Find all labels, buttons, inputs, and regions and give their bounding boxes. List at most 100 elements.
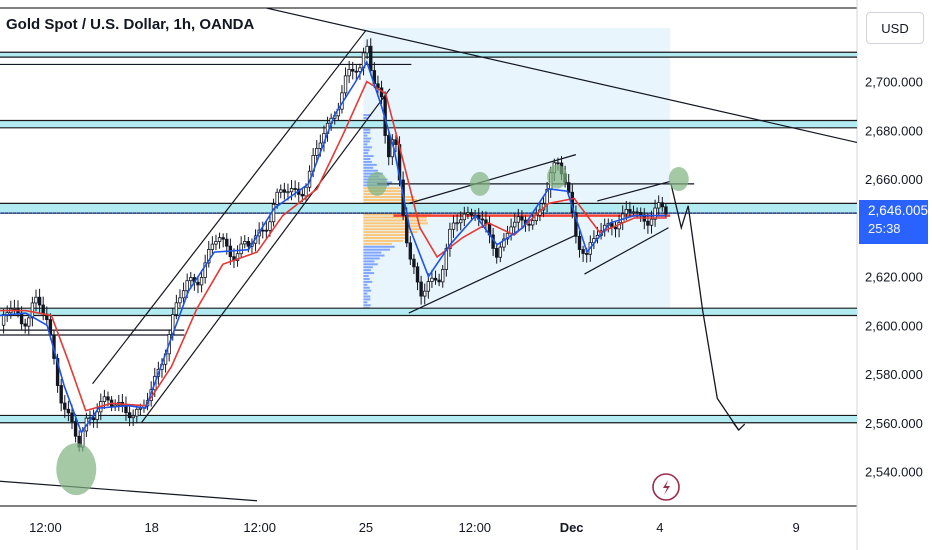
candle-body	[394, 139, 398, 145]
candle-body	[516, 216, 521, 223]
candle-body	[631, 211, 636, 214]
ema-slow-line	[0, 80, 667, 412]
volume-profile-bar	[363, 231, 418, 234]
candle-body	[502, 238, 506, 248]
candle-body	[279, 189, 283, 193]
highlight-circle	[547, 164, 568, 189]
candle-body	[59, 385, 63, 404]
candle-body	[275, 191, 279, 205]
trend-line	[140, 88, 391, 424]
candle-body	[221, 237, 225, 240]
volume-profile-bar	[363, 228, 420, 231]
volume-profile-bar	[363, 134, 368, 137]
candle-body	[210, 243, 215, 250]
candle-body	[261, 229, 265, 232]
candle-body	[178, 297, 182, 304]
volume-profile-bar	[363, 280, 373, 283]
candle-body	[30, 302, 35, 319]
candle-body	[63, 402, 67, 410]
candle-body	[235, 253, 240, 261]
candle-body	[455, 222, 459, 225]
candle-body	[646, 220, 650, 226]
candle-body	[423, 290, 427, 297]
candle-body	[531, 220, 535, 226]
volume-profile-bar	[363, 137, 372, 140]
candle-body	[217, 237, 222, 242]
candle-body	[271, 204, 276, 223]
volume-profile-bar	[363, 128, 371, 131]
candle-body	[27, 317, 31, 327]
currency-button[interactable]: USD	[866, 12, 924, 44]
candle-body	[412, 258, 416, 268]
y-tick-label: 2,620.000	[865, 270, 923, 285]
candle-body	[19, 312, 24, 325]
volume-profile-bar	[363, 277, 370, 280]
volume-profile-bar	[363, 131, 371, 134]
candle-body	[466, 212, 470, 215]
volume-profile-bar	[363, 272, 375, 275]
volume-profile-bar	[363, 304, 371, 307]
x-tick-label: Dec	[560, 520, 584, 535]
candle-body	[203, 262, 207, 278]
candle-body	[433, 277, 438, 281]
candle-body	[282, 189, 287, 193]
candle-body	[426, 281, 431, 292]
volume-profile-bar	[363, 242, 392, 245]
y-tick-label: 2,660.000	[865, 172, 923, 187]
candle-body	[199, 277, 204, 286]
volume-profile-bar	[363, 236, 408, 239]
candle-body	[451, 222, 456, 230]
candle-body	[567, 182, 571, 193]
candle-body	[365, 45, 369, 54]
support-resistance-zone	[0, 120, 857, 128]
candle-body	[102, 396, 107, 403]
candle-body	[1, 314, 6, 326]
volume-profile-bar	[363, 263, 378, 266]
volume-profile-bar	[363, 286, 370, 289]
volume-profile-bar	[363, 216, 427, 219]
volume-profile-bar	[363, 193, 404, 196]
support-resistance-zone	[0, 203, 857, 214]
candle-body	[624, 209, 628, 215]
candle-body	[131, 415, 135, 419]
candle-body	[127, 412, 132, 419]
volume-profile-bar	[363, 298, 371, 301]
volume-profile-bar	[363, 166, 374, 169]
candle-body	[653, 207, 657, 220]
volume-profile-bar	[363, 169, 378, 172]
ema-fast-line	[0, 60, 667, 435]
candle-body	[318, 142, 323, 149]
candle-body	[189, 277, 193, 282]
candle-body	[293, 188, 297, 190]
x-tick-label: 9	[793, 520, 800, 535]
volume-profile-bar	[363, 251, 382, 254]
candle-body	[513, 221, 517, 228]
x-tick-label: 12:00	[29, 520, 62, 535]
candle-body	[41, 304, 45, 315]
candle-body	[556, 162, 560, 165]
candle-body	[480, 218, 485, 221]
y-tick-label: 2,700.000	[865, 75, 923, 90]
y-tick-label: 2,680.000	[865, 123, 923, 138]
volume-profile-bar	[363, 140, 370, 143]
candle-body	[106, 396, 110, 401]
volume-profile-area	[363, 27, 671, 311]
candle-body	[214, 241, 218, 245]
volume-profile-bar	[363, 114, 372, 117]
trend-line	[597, 180, 671, 202]
highlight-circle	[469, 171, 490, 196]
candle-body	[286, 191, 290, 194]
volume-profile-bar	[363, 245, 395, 248]
candle-body	[55, 358, 60, 386]
trend-line	[408, 234, 577, 314]
candle-body	[448, 228, 452, 250]
candle-body	[613, 226, 618, 230]
y-tick-label: 2,580.000	[865, 367, 923, 382]
volume-profile-bar	[363, 143, 368, 146]
trend-line	[584, 227, 669, 275]
last-price-value: 2,646.005	[868, 203, 929, 218]
candle-body	[343, 75, 348, 94]
candle-body	[495, 248, 499, 258]
